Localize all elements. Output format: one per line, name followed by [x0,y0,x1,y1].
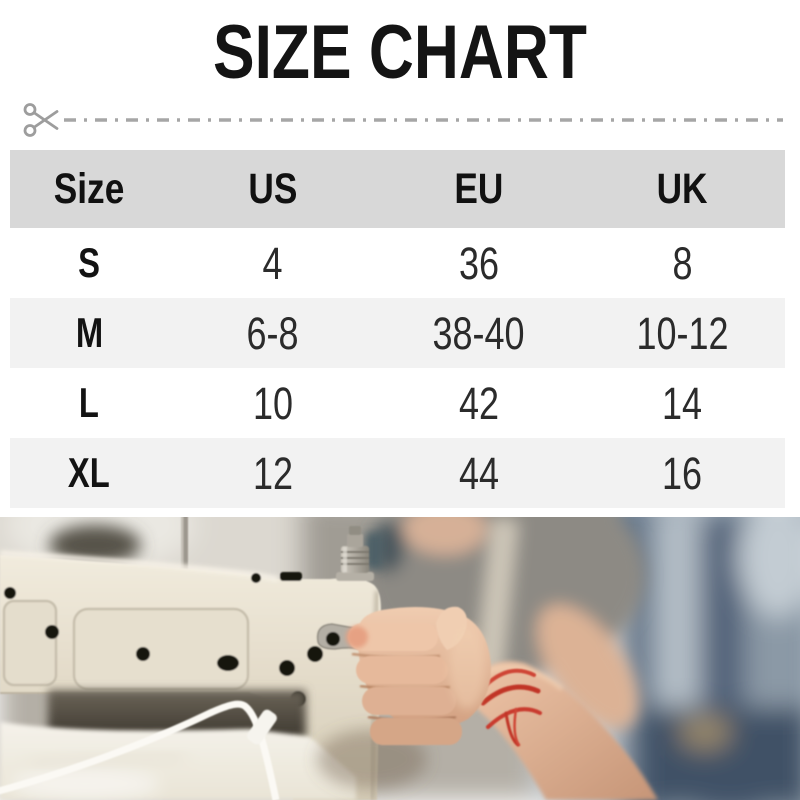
uk-value: 16 [662,447,703,499]
eu-value: 38-40 [432,307,526,359]
eu-value: 42 [458,377,500,429]
column-header-eu: EU [454,164,504,213]
size-label: M [75,309,103,356]
ring-finger [362,687,456,715]
middle-finger [356,656,448,684]
needle-bar [181,517,188,577]
us-value: 6-8 [246,307,300,359]
table-row-l: L 10 42 14 [10,368,785,438]
apron-strap [476,518,519,675]
size-table: Size US EU UK S 4 36 8 M 6-8 38-40 10-12… [10,150,785,508]
uk-value: 10-12 [636,307,729,359]
sewing-machine [0,517,389,800]
table-row-s: S 4 36 8 [10,228,785,298]
thread-cable [0,700,280,800]
machine-panel-left [2,599,58,687]
index-finger [348,623,438,651]
table-row-xl: XL 12 44 16 [10,438,785,508]
eu-value: 36 [458,237,500,289]
us-value: 10 [252,377,294,429]
eu-value: 44 [458,447,500,499]
us-value: 4 [262,237,284,289]
uk-value: 14 [662,377,703,429]
tension-knob [336,526,374,581]
cut-line [23,103,783,137]
upper-arm-skin [537,604,639,730]
size-label: L [78,379,100,426]
cable-clip [247,709,277,745]
knuckle-highlight [449,625,485,709]
size-label: XL [68,449,110,496]
knob-backdrop [366,533,382,569]
page-title: SIZE CHART [0,14,800,92]
us-value: 12 [252,447,294,499]
page-title-text: SIZE CHART [213,10,587,95]
red-bracelet [480,668,542,747]
column-header-size: Size [53,164,125,213]
background-machinery-blob [49,525,141,565]
table-row-m: M 6-8 38-40 10-12 [10,298,785,368]
column-header-uk: UK [657,164,708,213]
sewing-machine-photo [0,517,800,800]
fingertip [346,626,368,648]
neck-skin [403,517,487,555]
pinky-finger [370,718,462,745]
machine-panel-main [72,607,250,691]
scissors-icon [23,103,59,137]
size-table-header-row: Size US EU UK [10,150,785,228]
column-header-us: US [248,164,298,213]
machine-top-highlight [0,550,279,582]
size-label: S [78,239,100,286]
uk-value: 8 [672,237,693,289]
hand [317,606,492,789]
